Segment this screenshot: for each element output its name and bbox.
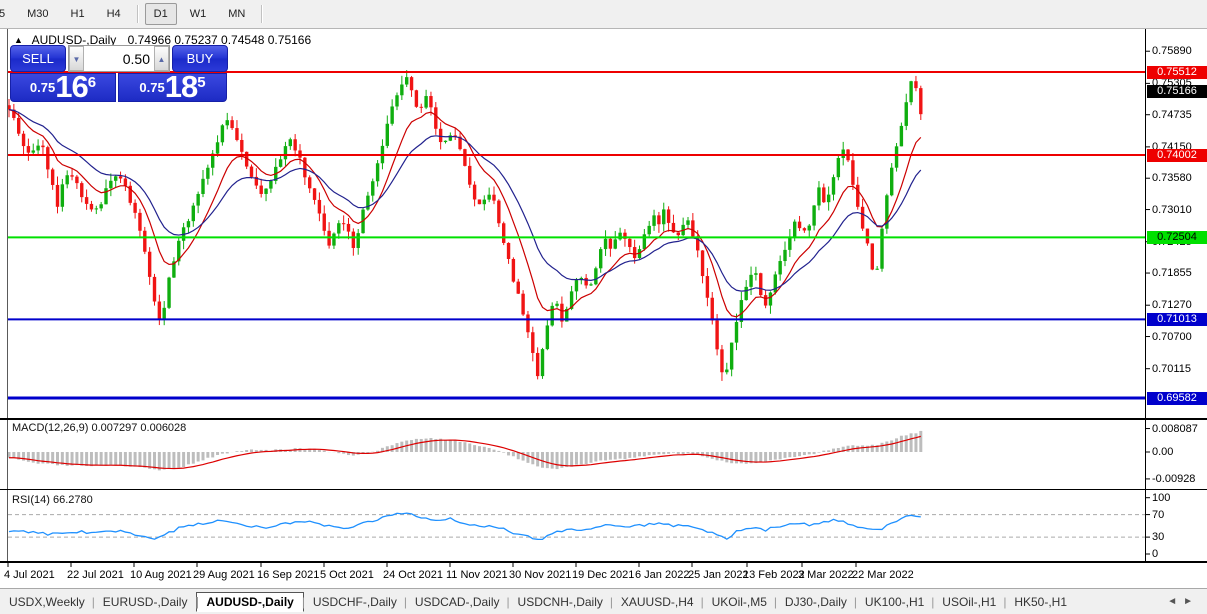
macd-axis-label: 0.008087 xyxy=(1152,422,1198,435)
price-level-badge: 0.71013 xyxy=(1147,312,1207,326)
price-axis-label: 0.70115 xyxy=(1152,362,1191,375)
buy-price-prefix: 0.75 xyxy=(139,80,165,95)
main-macd-separator[interactable] xyxy=(0,418,1207,420)
price-axis-label: 0.73580 xyxy=(1152,172,1192,185)
chart-symbol-period: AUDUSD-,Daily xyxy=(31,33,117,47)
date-axis-label: 22 Mar 2022 xyxy=(852,569,914,581)
price-axis-label: 0.74735 xyxy=(1152,108,1192,121)
volume-input[interactable] xyxy=(84,46,154,71)
chart-tab-dj30[interactable]: DJ30-,Daily xyxy=(774,593,856,611)
volume-increase-icon[interactable]: ▲ xyxy=(154,46,169,71)
timeframe-toolbar: 5 M30 H1 H4 D1 W1 MN xyxy=(0,0,1207,29)
chart-tab-usdcnh[interactable]: USDCNH-,Daily xyxy=(507,593,612,611)
chart-tab-usdx[interactable]: USDX,Weekly xyxy=(9,594,85,609)
price-axis-label: 0.73010 xyxy=(1152,203,1192,216)
timeframe-h1-button[interactable]: H1 xyxy=(70,8,85,20)
buy-button[interactable]: BUY xyxy=(172,45,228,72)
rsi-axis-label: 70 xyxy=(1152,508,1165,521)
sell-price-sup: 6 xyxy=(87,74,97,91)
collapse-arrow-icon[interactable]: ▲ xyxy=(14,35,23,45)
timeframe-m5-button[interactable]: 5 xyxy=(0,3,14,25)
timeframe-h4-button[interactable]: H4 xyxy=(106,8,121,20)
price-level-badge: 0.74002 xyxy=(1147,148,1207,162)
timeframe-m30-button[interactable]: M30 xyxy=(27,8,49,20)
chart-tab-bar: USDX,WeeklyEURUSD-,DailyAUDUSD-,DailyUSD… xyxy=(0,589,1207,614)
chart-ohlc-values: 0.74966 0.75237 0.74548 0.75166 xyxy=(127,33,312,47)
chart-title: ▲ AUDUSD-,Daily 0.74966 0.75237 0.74548 … xyxy=(14,33,311,47)
date-axis-label: 29 Aug 2021 xyxy=(193,569,255,581)
chart-tab-eurusd[interactable]: EURUSD-,Daily xyxy=(92,593,197,611)
date-axis-label: 6 Jan 2022 xyxy=(635,569,690,581)
buy-price-big: 18 xyxy=(164,73,198,102)
toolbar-separator xyxy=(136,5,138,23)
toolbar-separator xyxy=(261,5,263,23)
date-axis-label: 13 Feb 2022 xyxy=(743,569,805,581)
price-level-badge: 0.69582 xyxy=(1147,391,1207,405)
timeframe-mn-button[interactable]: MN xyxy=(228,8,246,20)
price-level-badge: 0.75166 xyxy=(1147,84,1207,98)
chart-left-border xyxy=(7,29,8,562)
macd-indicator-label: MACD(12,26,9) 0.007297 0.006028 xyxy=(12,422,187,434)
volume-stepper: ▼ ▲ xyxy=(68,45,170,72)
price-axis-label: 0.75890 xyxy=(1152,45,1192,58)
volume-decrease-icon[interactable]: ▼ xyxy=(69,46,84,71)
date-axis-label: 19 Dec 2021 xyxy=(572,569,635,581)
chart-tab-usdcad[interactable]: USDCAD-,Daily xyxy=(404,593,509,611)
sell-button[interactable]: SELL xyxy=(10,45,66,72)
date-axis-label: 11 Nov 2021 xyxy=(446,569,508,581)
chart-tab-ukoil[interactable]: UKOil-,M5 xyxy=(701,593,776,611)
date-axis-label: 22 Jul 2021 xyxy=(67,569,124,581)
rsi-indicator-label: RSI(14) 66.2780 xyxy=(12,494,93,506)
date-axis-label: 4 Jul 2021 xyxy=(4,569,55,581)
chart-tab-uk100[interactable]: UK100-,H1 xyxy=(854,593,933,611)
date-axis-label: 25 Jan 2022 xyxy=(688,569,749,581)
price-axis-label: 0.70700 xyxy=(1152,330,1192,343)
buy-price-display[interactable]: 0.75 18 5 xyxy=(118,73,227,102)
rsi-axis-label: 0 xyxy=(1152,548,1159,560)
timeframe-w1-button[interactable]: W1 xyxy=(189,8,207,20)
macd-axis-label: 0.00 xyxy=(1152,446,1174,458)
price-axis-label: 0.71270 xyxy=(1152,299,1192,312)
tab-scroll-left-icon[interactable]: ◄ xyxy=(1167,596,1184,607)
date-axis-label: 10 Aug 2021 xyxy=(130,569,192,581)
timeframe-d1-button[interactable]: D1 xyxy=(144,3,177,25)
rsi-axis-label: 30 xyxy=(1152,531,1165,544)
chart-tab-audusd[interactable]: AUDUSD-,Daily xyxy=(195,591,304,612)
price-axis-label: 0.71855 xyxy=(1152,267,1192,280)
sell-price-display[interactable]: 0.75 16 6 xyxy=(10,73,116,102)
date-axis-label: 5 Oct 2021 xyxy=(320,569,374,581)
macd-axis-label: -0.00928 xyxy=(1152,472,1196,485)
chart-tab-hk50[interactable]: HK50-,H1 xyxy=(1003,593,1076,611)
sell-price-prefix: 0.75 xyxy=(29,80,56,95)
price-level-badge: 0.72504 xyxy=(1147,230,1207,244)
rsi-dateaxis-separator xyxy=(0,561,1207,563)
date-axis-label: 24 Oct 2021 xyxy=(383,569,443,581)
buy-price-sup: 5 xyxy=(197,74,206,91)
tab-scroll-right-icon[interactable]: ► xyxy=(1183,596,1199,607)
rsi-axis-label: 100 xyxy=(1152,491,1171,504)
chart-tab-usdchf[interactable]: USDCHF-,Daily xyxy=(302,593,406,611)
date-axis-label: 3 Mar 2022 xyxy=(798,569,854,581)
date-axis-label: 16 Sep 2021 xyxy=(257,569,320,581)
chart-tab-usoil[interactable]: USOil-,H1 xyxy=(931,593,1005,611)
chart-tab-xauusd[interactable]: XAUUSD-,H4 xyxy=(610,593,703,611)
price-level-badge: 0.75512 xyxy=(1147,65,1207,79)
macd-rsi-separator[interactable] xyxy=(0,489,1207,490)
date-axis-label: 30 Nov 2021 xyxy=(509,569,572,581)
price-axis-border xyxy=(1145,29,1146,562)
tabbar-divider xyxy=(0,588,1207,589)
sell-price-big: 16 xyxy=(55,73,88,102)
